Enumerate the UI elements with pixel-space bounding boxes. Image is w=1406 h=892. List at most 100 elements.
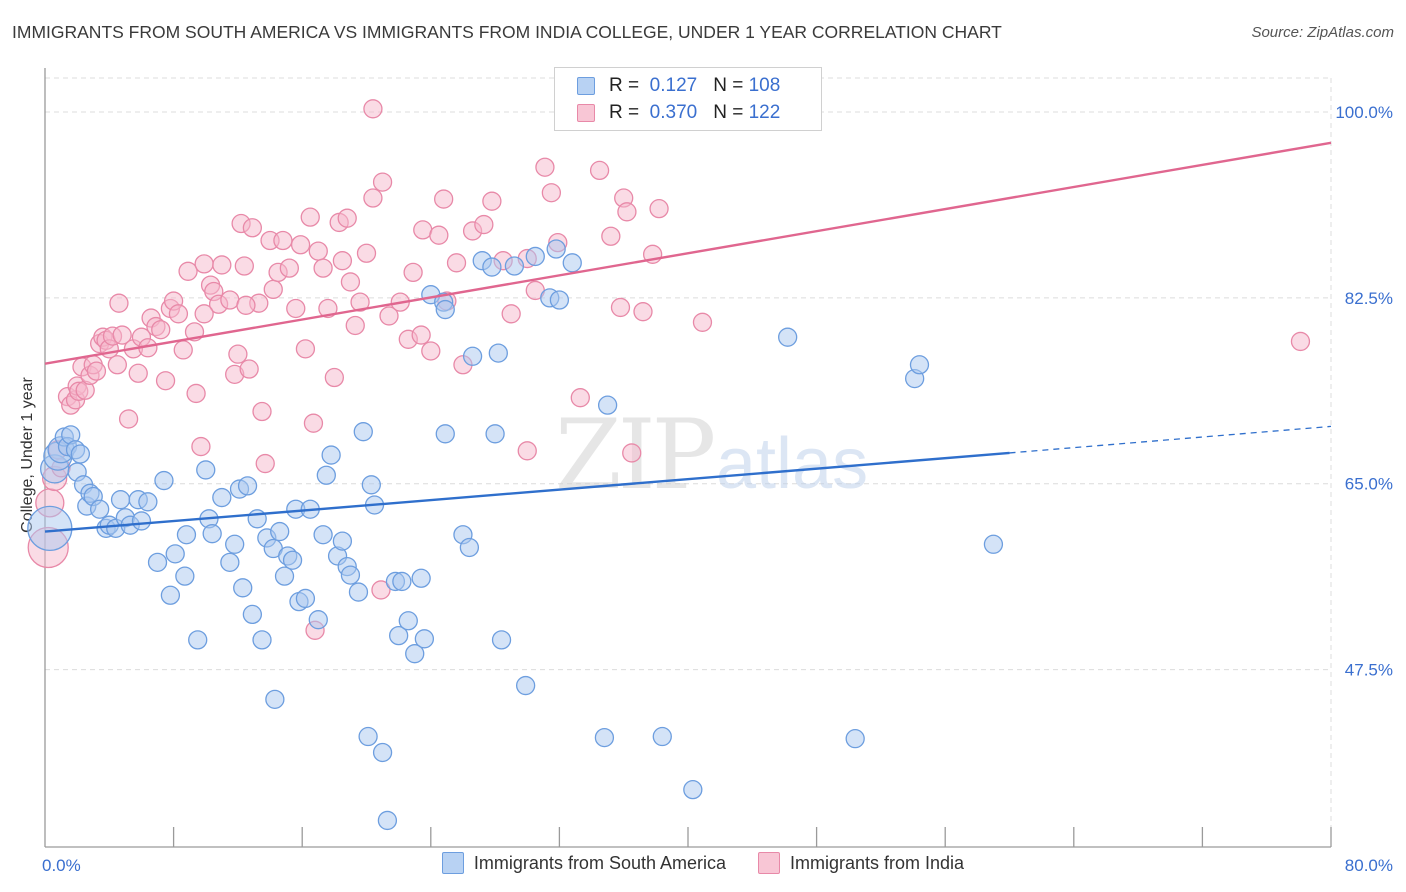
india-point — [622, 443, 642, 463]
india-point — [191, 436, 211, 457]
y-tick-label: 65.0% — [1345, 475, 1393, 494]
india-point — [173, 340, 193, 360]
india-point — [242, 218, 263, 238]
legend-item-india[interactable]: Immigrants from India — [758, 852, 964, 874]
legend-item-south-america[interactable]: Immigrants from South America — [441, 852, 726, 874]
south-america-point — [165, 544, 185, 564]
y-tick-label: 47.5% — [1345, 661, 1393, 680]
india-point — [617, 202, 637, 222]
india-point — [286, 298, 306, 319]
south-america-point — [405, 644, 425, 664]
south-america-point — [147, 552, 168, 572]
india-point — [589, 160, 610, 181]
india-point — [109, 293, 129, 313]
india-point — [168, 304, 189, 324]
south-america-points — [27, 100, 1004, 831]
india-point — [151, 320, 171, 340]
legend-r-value: 0.127 — [649, 75, 698, 96]
source-label: Source: ZipAtlas.com — [1251, 24, 1394, 41]
south-america-point — [358, 726, 378, 747]
legend-swatch-blue — [577, 77, 595, 95]
south-america-point — [435, 424, 455, 444]
south-america-point — [983, 534, 1004, 554]
y-tick-label: 100.0% — [1335, 103, 1393, 122]
india-point — [541, 183, 562, 203]
india-point — [517, 441, 537, 461]
south-america-point — [316, 465, 336, 485]
india-point — [434, 189, 454, 209]
india-point — [186, 383, 206, 404]
south-america-point — [196, 460, 216, 480]
india-point — [601, 226, 621, 246]
india-point — [474, 214, 494, 235]
south-america-point — [233, 578, 253, 598]
south-america-point — [242, 604, 263, 625]
india-point — [279, 258, 299, 278]
south-america-point — [176, 525, 197, 545]
legend-n-value: 108 — [748, 75, 781, 96]
india-point — [194, 254, 214, 274]
series-legend: Immigrants from South America Immigrants… — [0, 852, 1406, 874]
south-america-point — [220, 552, 240, 572]
south-america-point — [353, 422, 373, 442]
south-america-point — [459, 537, 480, 558]
south-america-point — [594, 727, 615, 748]
india-point — [345, 315, 365, 336]
south-america-point — [295, 588, 316, 609]
south-america-point — [525, 246, 545, 267]
india-point — [649, 198, 669, 219]
south-america-point — [377, 810, 398, 831]
india-trend-line — [44, 141, 1332, 365]
india-point — [570, 388, 590, 408]
watermark: ZIP atlas — [555, 399, 868, 511]
south-america-point — [27, 505, 73, 552]
south-america-point — [398, 611, 418, 631]
south-america-point — [597, 395, 618, 415]
south-america-point — [549, 290, 570, 310]
south-america-point — [372, 742, 393, 763]
south-america-trend-extension — [1009, 425, 1332, 454]
india-point — [112, 325, 132, 345]
south-america-point — [270, 521, 290, 542]
south-america-point — [462, 346, 483, 366]
india-point — [118, 409, 139, 429]
south-america-point — [562, 253, 582, 273]
south-america-point — [778, 327, 798, 347]
south-america-point — [515, 675, 536, 696]
india-point — [212, 255, 232, 275]
india-point — [263, 279, 283, 300]
india-point — [332, 251, 353, 271]
south-america-point — [361, 475, 381, 495]
india-point — [236, 295, 256, 315]
india-point — [155, 371, 176, 391]
india-point — [340, 272, 361, 292]
india-point — [610, 297, 631, 318]
south-america-point — [188, 630, 208, 650]
south-america-point — [282, 550, 303, 570]
india-point — [535, 157, 555, 177]
south-america-trend-line — [44, 451, 1010, 533]
south-america-point — [247, 509, 267, 529]
india-point — [421, 341, 441, 361]
india-point — [228, 344, 248, 364]
south-america-point — [348, 582, 369, 602]
legend-row-india: R = 0.370 N = 122 — [577, 101, 780, 125]
legend-swatch-blue — [441, 852, 464, 874]
south-america-point — [308, 610, 328, 630]
india-point — [252, 401, 272, 422]
india-point — [234, 256, 254, 276]
india-point — [300, 207, 320, 227]
india-point — [363, 99, 383, 119]
india-point — [318, 298, 338, 319]
india-point — [324, 367, 345, 388]
south-america-point — [160, 585, 181, 605]
south-america-point — [154, 470, 174, 491]
south-america-point — [90, 499, 110, 519]
legend-r-label: R = — [609, 102, 640, 123]
india-points — [27, 99, 1311, 640]
south-america-point — [414, 629, 435, 649]
south-america-point — [909, 355, 930, 375]
india-point — [403, 262, 423, 283]
india-point — [290, 235, 311, 255]
south-america-point — [488, 343, 508, 363]
